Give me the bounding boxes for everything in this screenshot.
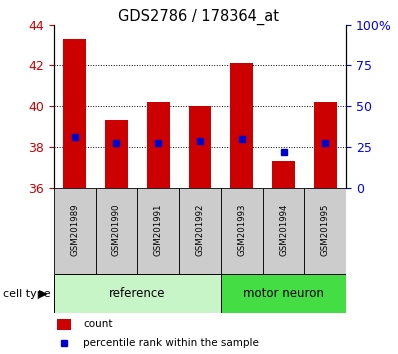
- Text: GSM201994: GSM201994: [279, 203, 288, 256]
- Text: GSM201993: GSM201993: [237, 203, 246, 256]
- Bar: [105, 120, 128, 188]
- Text: GSM201995: GSM201995: [321, 203, 330, 256]
- Text: reference: reference: [109, 287, 166, 300]
- Bar: [179, 188, 221, 274]
- Bar: [263, 188, 304, 274]
- Bar: [230, 63, 253, 188]
- Text: percentile rank within the sample: percentile rank within the sample: [83, 338, 259, 348]
- Text: GSM201990: GSM201990: [112, 203, 121, 256]
- Bar: [57, 319, 71, 330]
- Bar: [189, 106, 211, 188]
- Bar: [147, 102, 170, 188]
- Text: count: count: [83, 319, 113, 329]
- Text: GSM201991: GSM201991: [154, 203, 163, 256]
- Bar: [63, 39, 86, 188]
- Bar: [314, 102, 337, 188]
- Bar: [221, 274, 346, 313]
- Bar: [96, 188, 137, 274]
- Text: GSM201992: GSM201992: [195, 203, 205, 256]
- Text: motor neuron: motor neuron: [243, 287, 324, 300]
- Bar: [272, 161, 295, 188]
- Text: cell type: cell type: [3, 289, 51, 299]
- Text: GSM201989: GSM201989: [70, 203, 79, 256]
- Text: ▶: ▶: [39, 289, 47, 299]
- Bar: [54, 274, 221, 313]
- Bar: [304, 188, 346, 274]
- Bar: [137, 188, 179, 274]
- Bar: [221, 188, 263, 274]
- Bar: [54, 188, 96, 274]
- Text: GDS2786 / 178364_at: GDS2786 / 178364_at: [119, 9, 279, 25]
